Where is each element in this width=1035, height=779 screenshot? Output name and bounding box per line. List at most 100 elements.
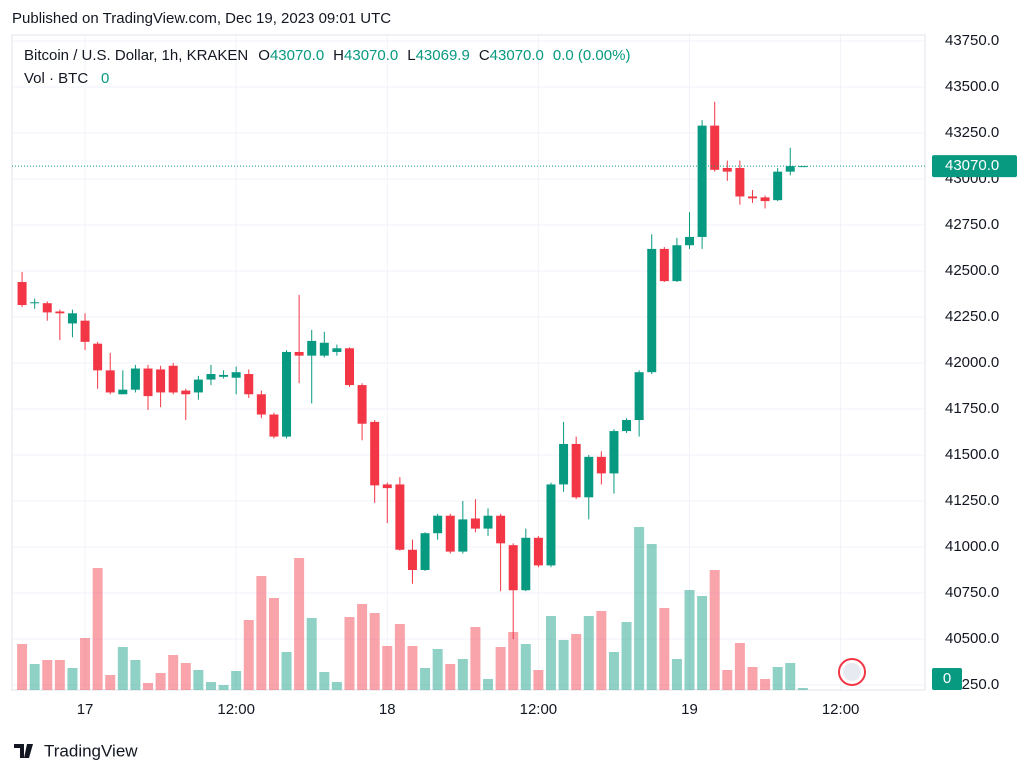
y-tick-label: 40750.0 xyxy=(945,584,999,601)
x-tick-label: 18 xyxy=(379,701,396,718)
candle-body xyxy=(710,125,720,170)
volume-title: Vol · BTC xyxy=(24,70,88,87)
volume-bar xyxy=(420,668,431,690)
volume-bar xyxy=(583,616,594,690)
x-tick-label: 19 xyxy=(681,701,698,718)
chart-title: Bitcoin / U.S. Dollar, 1h, KRAKEN xyxy=(24,47,248,64)
volume-bar xyxy=(243,620,254,690)
candle-body xyxy=(193,379,203,393)
candle-body xyxy=(533,537,543,566)
candle-body xyxy=(420,533,430,570)
volume-bar xyxy=(760,679,771,690)
candle-body xyxy=(105,370,115,393)
volume-bar xyxy=(394,624,405,690)
candle-body xyxy=(685,236,695,246)
volume-bar xyxy=(772,667,783,690)
y-tick-label: 41000.0 xyxy=(945,538,999,555)
y-tick-label: 41500.0 xyxy=(945,446,999,463)
volume-bar xyxy=(268,598,279,690)
candle-body xyxy=(55,311,65,314)
candle-body xyxy=(307,340,317,356)
x-tick-label: 17 xyxy=(77,701,94,718)
volume-bar xyxy=(130,660,141,690)
grid xyxy=(12,35,925,690)
y-tick-label: 43500.0 xyxy=(945,78,999,95)
candle-body xyxy=(168,365,178,393)
volume-bar xyxy=(105,675,116,690)
volume-bar xyxy=(558,640,569,690)
volume-bar xyxy=(54,660,65,690)
volume-bar xyxy=(457,659,468,690)
volume-bar xyxy=(205,682,216,690)
volume-bar xyxy=(520,644,531,690)
candle-body xyxy=(332,348,342,352)
volume-bar xyxy=(29,664,40,690)
volume-bar xyxy=(634,527,645,690)
candle-body xyxy=(659,248,669,282)
volume-bar xyxy=(495,647,506,690)
candle-body xyxy=(130,368,140,390)
candle-body xyxy=(634,372,644,421)
candle-body xyxy=(798,166,808,168)
legend-value: 43070.0 xyxy=(490,47,544,64)
y-tick-label: 42750.0 xyxy=(945,216,999,233)
candle-body xyxy=(407,549,417,570)
volume-last-box xyxy=(932,668,962,690)
volume-bar xyxy=(533,670,544,690)
y-tick-label: 42250.0 xyxy=(945,308,999,325)
volume-bar xyxy=(470,627,481,690)
candle-body xyxy=(785,166,795,172)
flag-inner xyxy=(843,663,861,681)
volume-bar xyxy=(344,617,355,690)
legend-label: C xyxy=(479,47,490,64)
volume-bar xyxy=(621,622,632,690)
volume-bar xyxy=(747,667,758,690)
candle-body xyxy=(282,351,292,437)
candle-body xyxy=(80,320,90,342)
volume-bar xyxy=(483,679,494,690)
candle-body xyxy=(571,443,581,498)
volume-bar xyxy=(306,618,317,690)
volume-bar xyxy=(143,683,154,690)
volume-bar xyxy=(80,638,91,690)
candle-body xyxy=(231,372,241,378)
candle-body xyxy=(382,484,392,489)
last-price-label: 43070.0 xyxy=(945,157,999,174)
legend-label: L xyxy=(407,47,415,64)
volume-bar xyxy=(17,644,28,690)
volume-bar xyxy=(256,576,267,690)
candle-body xyxy=(256,394,266,415)
volume-bar xyxy=(42,660,53,690)
volume-bar xyxy=(357,604,368,690)
volume-bar xyxy=(596,611,607,690)
legend-label: H xyxy=(333,47,344,64)
volume-bar xyxy=(734,643,745,690)
volume-bar xyxy=(659,608,670,690)
volume-bar xyxy=(180,663,191,690)
volume-bar xyxy=(646,544,657,690)
candle-body xyxy=(483,515,493,529)
volume-bar xyxy=(722,670,733,690)
volume-bar xyxy=(684,590,695,690)
candle-body xyxy=(433,515,443,534)
published-note: Published on TradingView.com, Dec 19, 20… xyxy=(12,10,391,27)
legend-value: 43069.9 xyxy=(416,47,470,64)
legend-value: 43070.0 xyxy=(270,47,324,64)
candle-body xyxy=(647,248,657,373)
y-tick-label: 43750.0 xyxy=(945,32,999,49)
candle-body xyxy=(370,421,380,486)
candle-body xyxy=(609,431,619,474)
candle-body xyxy=(496,515,506,544)
candle-body xyxy=(67,313,77,324)
brand-logo xyxy=(14,744,33,758)
volume-bar xyxy=(294,558,305,690)
volume-bar xyxy=(168,655,179,690)
candle-body xyxy=(344,348,354,386)
volume-value: 0 xyxy=(101,70,109,87)
candle-body xyxy=(181,390,191,395)
legend-change: 0.0 (0.00%) xyxy=(553,47,631,64)
candle-body xyxy=(508,545,518,591)
candle-body xyxy=(269,414,279,437)
candle-body xyxy=(17,282,27,306)
y-tick-label: 40500.0 xyxy=(945,630,999,647)
